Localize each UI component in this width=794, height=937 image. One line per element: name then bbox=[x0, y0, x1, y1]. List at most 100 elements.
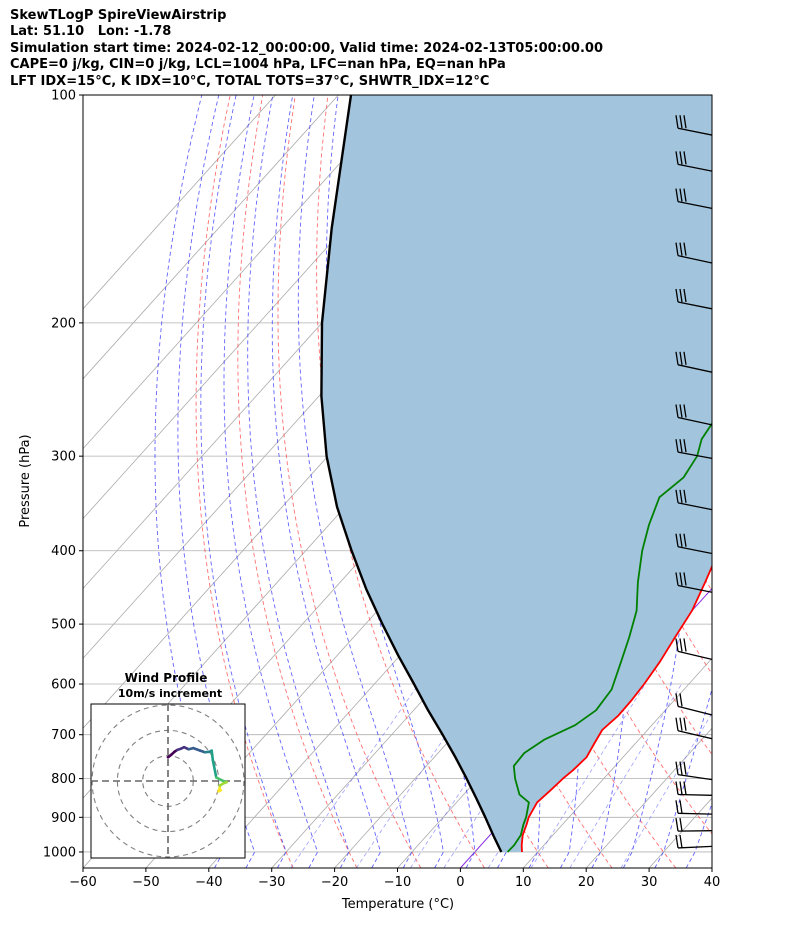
inset-title: Wind Profile bbox=[125, 671, 208, 685]
x-tick-label: −60 bbox=[69, 875, 96, 890]
x-axis-label: Temperature (°C) bbox=[341, 897, 454, 912]
wind-barb bbox=[675, 817, 712, 832]
wind-barb-flag bbox=[679, 288, 683, 303]
indices-line: LFT IDX=15°C, K IDX=10°C, TOTAL TOTS=37°… bbox=[10, 73, 490, 89]
wind-barb bbox=[675, 572, 712, 593]
wind-barb-flag bbox=[675, 817, 679, 832]
wind-barb-flag bbox=[675, 717, 679, 731]
wind-barb-flag bbox=[675, 288, 679, 303]
mixing-ratio-line bbox=[410, 683, 533, 868]
wind-barb-flag bbox=[679, 572, 683, 586]
plot-area bbox=[83, 95, 794, 868]
wind-barb bbox=[675, 834, 712, 849]
wind-barb-staff bbox=[677, 301, 712, 310]
moist-adiabat bbox=[271, 95, 381, 868]
dry-adiabat bbox=[784, 95, 794, 868]
wind-barb-staff bbox=[677, 254, 712, 264]
mixing-ratio-line bbox=[290, 683, 420, 868]
wind-barb-flag bbox=[683, 781, 687, 795]
wind-barb-flag bbox=[679, 638, 683, 652]
wind-barb-flag bbox=[683, 151, 687, 165]
x-tick-label: 20 bbox=[578, 875, 595, 890]
dry-adiabat bbox=[195, 95, 294, 868]
y-axis-label: Pressure (hPa) bbox=[18, 434, 33, 527]
wind-barb-flag bbox=[683, 242, 687, 256]
x-tick-label: −40 bbox=[195, 875, 222, 890]
y-tick-label: 700 bbox=[51, 728, 76, 743]
wind-barb-flag bbox=[675, 781, 679, 795]
wind-barb bbox=[675, 800, 712, 815]
isotherm bbox=[585, 727, 712, 868]
wind-barb-flag bbox=[683, 288, 687, 303]
wind-barb-staff bbox=[677, 650, 712, 661]
wind-barb bbox=[675, 288, 712, 310]
wind-barb-flag bbox=[679, 533, 683, 547]
cape-cin-shading bbox=[321, 95, 712, 852]
wind-barb-flag bbox=[675, 834, 679, 849]
x-tick-label: −50 bbox=[132, 875, 159, 890]
y-tick-label: 100 bbox=[51, 89, 76, 104]
temperature-line bbox=[520, 564, 712, 853]
chart-header: SkewTLogP SpireViewAirstrip Lat: 51.10 L… bbox=[10, 8, 603, 90]
wind-barb bbox=[675, 351, 712, 373]
hodograph-segment bbox=[211, 758, 217, 774]
wind-barb-flag bbox=[679, 817, 683, 832]
location-line: Lat: 51.10 Lon: -1.78 bbox=[10, 24, 172, 40]
x-tick-label: −30 bbox=[258, 875, 285, 890]
wind-barb bbox=[675, 115, 712, 136]
isotherm bbox=[83, 95, 276, 310]
wind-barb-flag bbox=[683, 115, 687, 129]
isotherm bbox=[523, 657, 712, 868]
wind-barb bbox=[675, 242, 712, 264]
wind-barb-flag bbox=[679, 188, 683, 202]
y-tick-label: 800 bbox=[51, 772, 76, 787]
y-tick-label: 300 bbox=[51, 450, 76, 465]
wind-barb bbox=[675, 151, 712, 172]
wind-barb bbox=[675, 717, 712, 740]
dewpoint-line bbox=[506, 421, 712, 853]
hodograph-segment bbox=[217, 788, 223, 793]
y-tick-label: 400 bbox=[51, 544, 76, 559]
dry-adiabat bbox=[490, 95, 712, 756]
wind-barb-flag bbox=[679, 834, 683, 849]
wind-barb-staff bbox=[677, 845, 712, 849]
wind-barb-staff bbox=[677, 163, 712, 172]
wind-barb-flag bbox=[675, 693, 679, 707]
wind-barb-flag bbox=[683, 572, 687, 586]
wind-barb-flag bbox=[679, 781, 683, 795]
wind-barb-staff bbox=[677, 730, 712, 740]
wind-barb-flag bbox=[679, 489, 683, 503]
x-tick-label: 40 bbox=[704, 875, 721, 890]
shaded-region bbox=[321, 95, 712, 852]
mixing-ratio-line bbox=[530, 683, 646, 868]
mixing-ratio-line bbox=[620, 712, 712, 868]
wind-barb-flag bbox=[675, 800, 679, 814]
wind-barb-flag bbox=[683, 188, 687, 202]
wind-barb bbox=[675, 439, 712, 460]
y-axis-ticks: 1000 900 800 700 600 500 400 300 200 100 bbox=[43, 89, 83, 860]
wind-barb bbox=[675, 533, 712, 555]
wind-barb-flag bbox=[675, 572, 679, 586]
wind-barb-staff bbox=[677, 416, 712, 426]
wind-profile-inset: Wind Profile 10m/s increment bbox=[90, 671, 246, 859]
wind-barb-staff bbox=[677, 705, 712, 716]
wind-barb-flag bbox=[679, 717, 683, 731]
wind-barb-flag bbox=[679, 404, 683, 418]
isotherm bbox=[83, 95, 402, 450]
wind-barb-flag bbox=[683, 439, 687, 453]
wind-barb-flag bbox=[675, 638, 679, 652]
wind-barb-flag bbox=[679, 761, 683, 775]
y-tick-label: 200 bbox=[51, 316, 76, 331]
dry-adiabat bbox=[424, 95, 677, 868]
x-tick-label: −20 bbox=[321, 875, 348, 890]
wind-barb-staff bbox=[677, 812, 712, 815]
wind-barb-flag bbox=[679, 439, 683, 453]
wind-barb-staff bbox=[677, 584, 712, 593]
wind-barb-flag bbox=[679, 351, 683, 365]
parcel-line bbox=[320, 95, 503, 853]
time-line: Simulation start time: 2024-02-12_00:00:… bbox=[10, 40, 603, 56]
wind-barb bbox=[675, 404, 712, 426]
wind-barb-staff bbox=[677, 127, 712, 136]
wind-barb bbox=[675, 693, 712, 716]
